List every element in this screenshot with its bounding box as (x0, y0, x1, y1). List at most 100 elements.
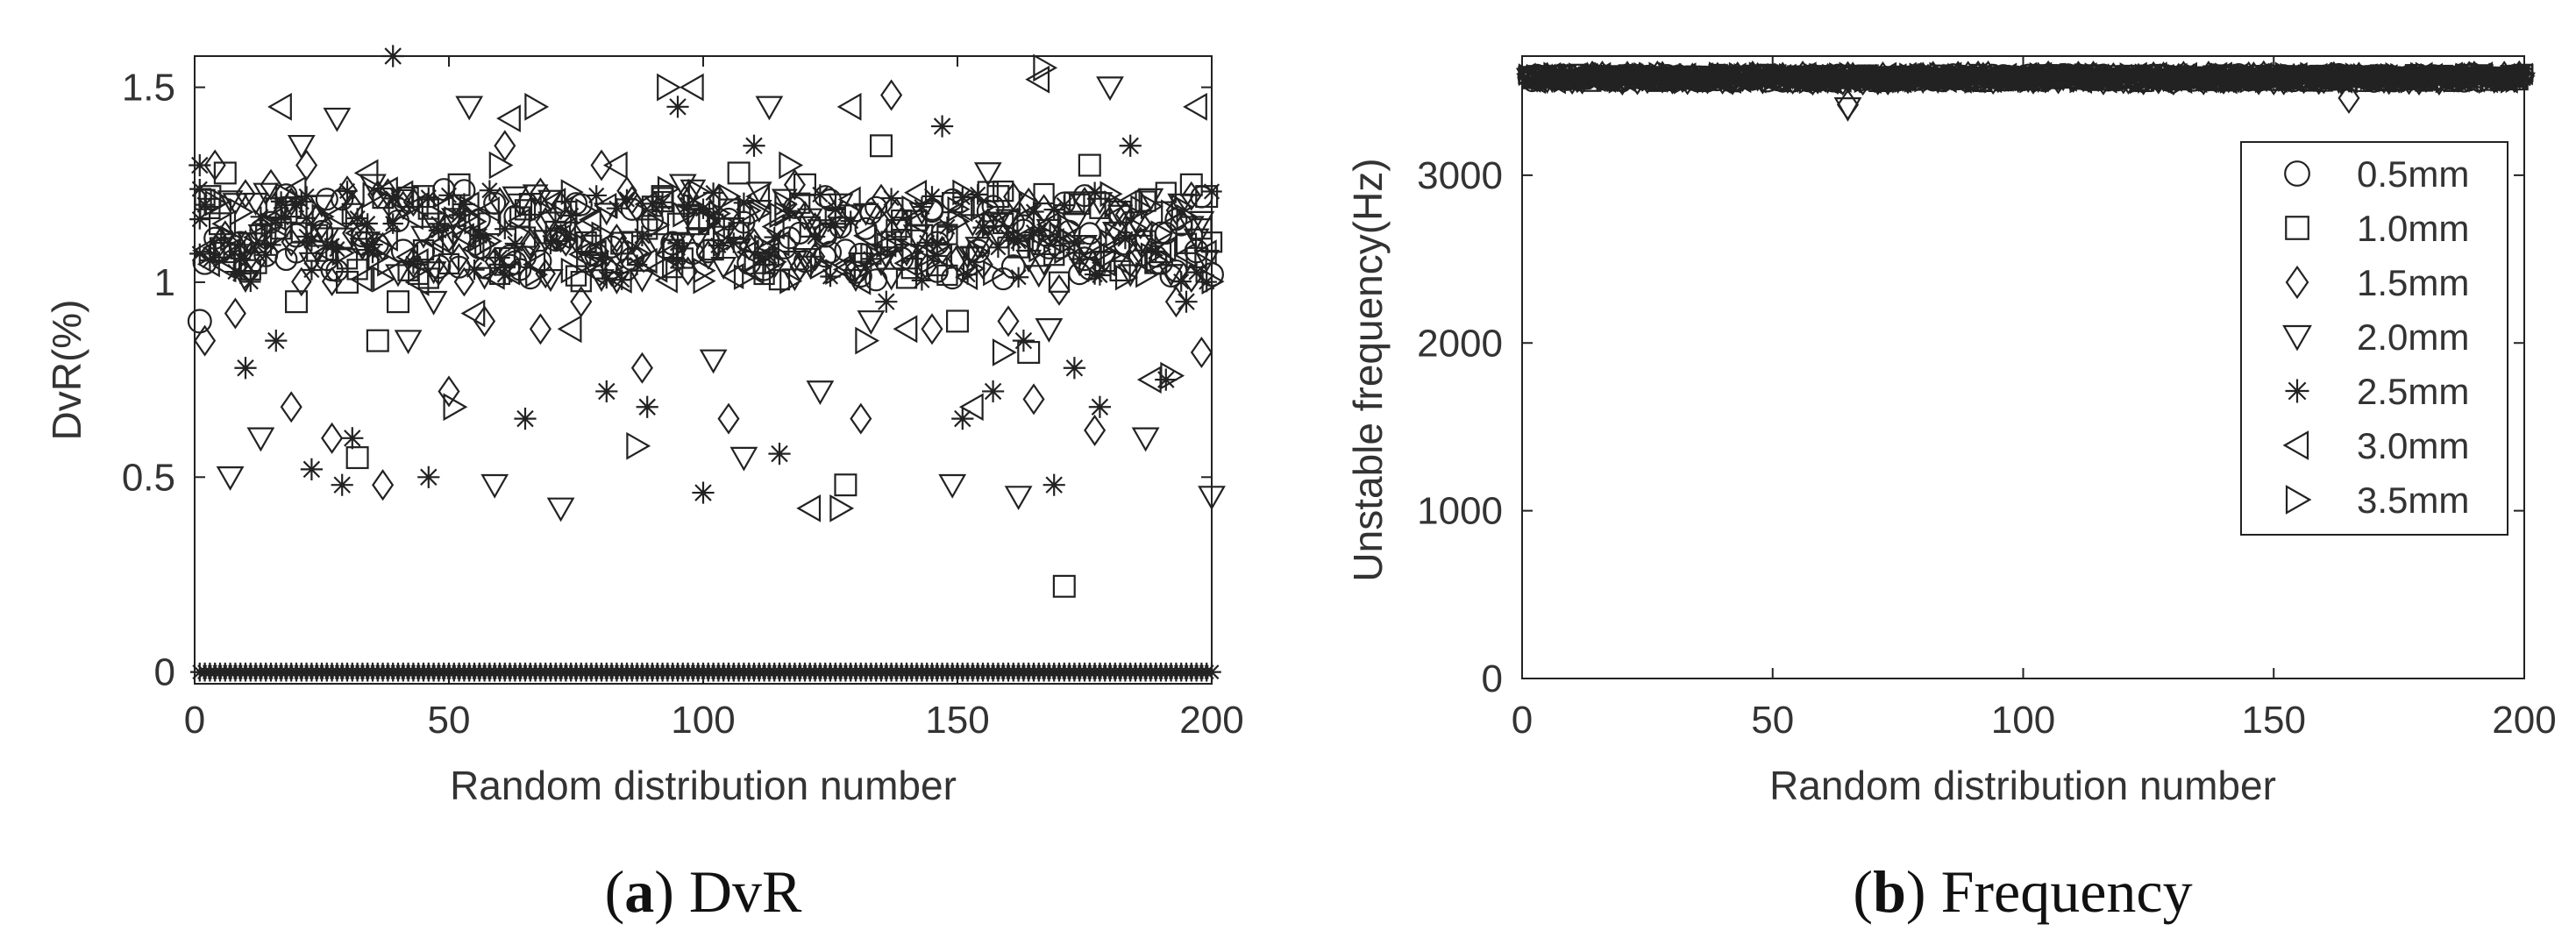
data-point (1929, 61, 1950, 85)
data-point (453, 266, 475, 297)
data-point (1012, 330, 1035, 352)
data-point (594, 192, 617, 219)
data-point (1023, 201, 1044, 223)
data-point (1859, 70, 1880, 94)
data-point (1809, 62, 1829, 86)
legend-label: 2.5mm (2357, 371, 2469, 412)
data-point (1844, 67, 1864, 91)
data-point (936, 224, 958, 245)
data-point (674, 205, 701, 229)
data-point (1042, 473, 1065, 496)
data-point (806, 380, 835, 405)
data-point (743, 134, 765, 157)
data-point (1778, 62, 1799, 86)
data-point (198, 185, 222, 209)
data-point (1043, 245, 1065, 266)
data-point (2099, 66, 2120, 89)
data-point (1719, 63, 1739, 87)
data-point (2420, 62, 2441, 86)
data-point (315, 188, 338, 211)
y-tick-label: 0 (1482, 657, 1503, 700)
data-point (1804, 62, 1825, 86)
data-point (438, 252, 460, 275)
data-point (2259, 63, 2281, 87)
data-point (2502, 64, 2523, 88)
data-point (382, 188, 403, 210)
data-point (565, 265, 587, 287)
data-point (610, 231, 634, 255)
data-point (217, 190, 244, 214)
data-point (1036, 234, 1062, 259)
data-point (692, 481, 715, 504)
data-point (626, 254, 648, 275)
y-tick-label: 0 (154, 651, 175, 694)
data-point (560, 205, 581, 226)
data-point (886, 232, 909, 259)
data-point (2069, 70, 2090, 94)
data-point (677, 194, 699, 216)
data-point (203, 149, 226, 181)
data-point (1894, 70, 1915, 93)
data-point (199, 250, 221, 271)
data-point (212, 252, 236, 280)
data-point (848, 242, 873, 267)
data-point (2025, 65, 2042, 83)
data-point (721, 263, 744, 290)
data-point (982, 380, 1005, 403)
data-point (331, 473, 353, 496)
data-point (2500, 70, 2521, 94)
data-point (2044, 70, 2065, 94)
data-point (644, 256, 668, 283)
data-point (2004, 69, 2025, 92)
data-point (1798, 71, 1819, 95)
x-tick-label: 0 (184, 699, 205, 742)
data-point (880, 79, 903, 111)
data-point (820, 266, 841, 288)
data-point (1041, 227, 1064, 254)
data-point (1658, 61, 1679, 85)
caption-b-label: b (1873, 858, 1906, 925)
data-point (498, 253, 522, 277)
data-point (1109, 259, 1131, 282)
legend-label: 2.0mm (2357, 316, 2469, 358)
data-point (1072, 246, 1097, 272)
data-point (636, 395, 658, 418)
data-point (2380, 62, 2401, 86)
data-point (2450, 71, 2468, 89)
data-point (657, 73, 681, 102)
data-point (2395, 66, 2416, 89)
data-point (417, 465, 440, 488)
data-point (402, 246, 424, 279)
data-point (438, 223, 459, 253)
data-point (992, 338, 1017, 366)
data-point (1155, 181, 1177, 203)
data-point (2285, 68, 2305, 92)
data-point (938, 473, 967, 499)
data-point (404, 268, 430, 296)
data-point (350, 231, 375, 256)
data-point (687, 178, 711, 205)
data-point (809, 184, 831, 205)
data-point (834, 238, 857, 262)
data-point (336, 270, 359, 294)
data-point (1818, 66, 1839, 89)
data-point (702, 203, 724, 225)
data-point (1708, 61, 1729, 85)
data-point (230, 234, 251, 255)
data-point (629, 269, 656, 293)
data-point (985, 224, 1012, 248)
data-point (353, 159, 379, 188)
data-point (2309, 68, 2330, 92)
data-point (1119, 134, 1142, 157)
data-point (764, 226, 785, 248)
data-point (480, 473, 509, 499)
data-point (1693, 69, 1714, 92)
data-point (552, 217, 576, 244)
data-point (2064, 62, 2085, 86)
data-point (1167, 193, 1196, 218)
data-point (1052, 574, 1076, 598)
data-point (419, 290, 448, 316)
data-point (389, 188, 416, 212)
data-point (1035, 318, 1064, 343)
data-point (321, 266, 343, 296)
